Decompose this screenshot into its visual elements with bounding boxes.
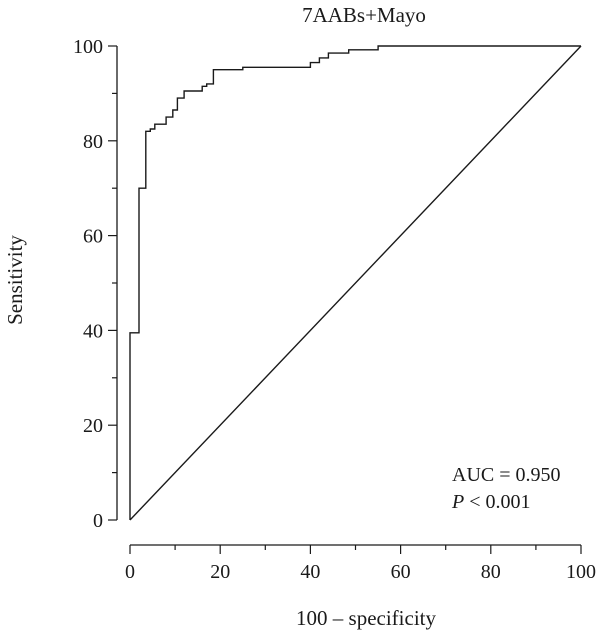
x-tick-label: 80 (481, 561, 501, 583)
roc-curve-line (129, 45, 581, 520)
x-tick-label: 0 (125, 561, 135, 583)
p-symbol: P (451, 491, 464, 513)
x-tick-label: 60 (391, 561, 411, 583)
y-tick-label: 80 (83, 131, 103, 153)
reference-diagonal-line (129, 45, 582, 521)
p-value-text: < 0.001 (464, 491, 530, 513)
axes: 0 20 40 60 80 100 0 20 40 60 80 100 (73, 36, 596, 583)
x-tick-label: 100 (566, 561, 596, 583)
auc-annotation: AUC = 0.950 (452, 464, 561, 486)
y-tick-label: 20 (83, 415, 103, 437)
x-tick-label: 20 (210, 561, 230, 583)
p-value-annotation: P < 0.001 (451, 491, 531, 513)
y-tick-label: 0 (93, 510, 103, 532)
series-group (129, 45, 582, 521)
y-axis-label: Sensitivity (3, 235, 27, 325)
x-axis-label: 100 – specificity (296, 606, 436, 630)
y-tick-label: 40 (83, 320, 103, 342)
x-tick-label: 40 (300, 561, 320, 583)
chart-title: 7AABs+Mayo (302, 3, 426, 27)
y-tick-label: 60 (83, 226, 103, 248)
y-tick-label: 100 (73, 36, 103, 58)
